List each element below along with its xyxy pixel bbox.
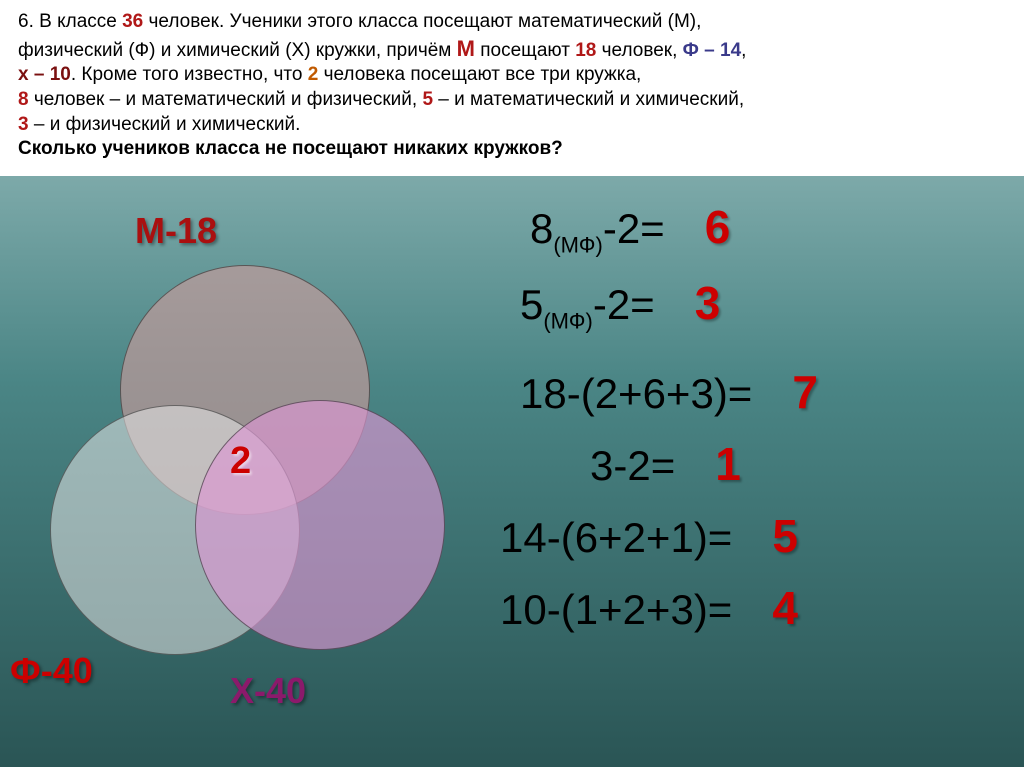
- venn-diagram: М-18 Ф-40 Х-40 2: [40, 230, 480, 730]
- num-3: 3: [18, 114, 29, 135]
- question: Сколько учеников класса не посещают ника…: [18, 137, 1006, 162]
- text: 6. В классе: [18, 11, 122, 32]
- equation-lhs: 10-(1+2+3)=: [500, 586, 732, 634]
- text: человек. Ученики этого класса посещают м…: [143, 11, 701, 32]
- equation-lhs: 18-(2+6+3)=: [520, 370, 752, 418]
- text: посещают: [475, 40, 575, 61]
- num-2: 2: [308, 64, 319, 85]
- text: физический (Ф) и химический (Х) кружки, …: [18, 40, 457, 61]
- num-8: 8: [18, 89, 29, 110]
- label-X: Х-40: [230, 670, 306, 712]
- X-10: х – 10: [18, 64, 71, 85]
- equation-lhs: 14-(6+2+1)=: [500, 514, 732, 562]
- label-M: М-18: [135, 210, 217, 252]
- num-36: 36: [122, 11, 143, 32]
- text: . Кроме того известно, что: [71, 64, 308, 85]
- equation-row: 8(МФ)-2= 6: [530, 200, 818, 258]
- equation-result: 7: [792, 365, 818, 419]
- equation-row: 14-(6+2+1)= 5: [500, 509, 818, 563]
- equation-row: 3-2= 1: [590, 437, 818, 491]
- equation-row: 18-(2+6+3)= 7: [520, 365, 818, 419]
- equation-result: 4: [772, 581, 798, 635]
- venn-center: 2: [230, 440, 251, 483]
- equation-result: 6: [705, 200, 731, 254]
- text: человека посещают все три кружка,: [318, 64, 641, 85]
- text: ,: [741, 40, 746, 61]
- F-14: Ф – 14: [683, 40, 741, 61]
- letter-M: М: [457, 36, 475, 61]
- equation-row: 5(МФ)-2= 3: [520, 276, 818, 334]
- equation-result: 5: [772, 509, 798, 563]
- equation-list: 8(МФ)-2= 6 5(МФ)-2= 3 18-(2+6+3)= 7 3-2= 1 14-(6…: [470, 200, 818, 653]
- equation-lhs: 5(МФ)-2=: [520, 281, 655, 334]
- equation-result: 3: [695, 276, 721, 330]
- text: – и физический и химический.: [29, 114, 301, 135]
- circle-X: [195, 400, 445, 650]
- equation-lhs: 3-2=: [590, 442, 675, 490]
- text: человек – и математический и физический,: [29, 89, 423, 110]
- num-5: 5: [422, 89, 433, 110]
- text: человек,: [596, 40, 682, 61]
- equation-lhs: 8(МФ)-2=: [530, 205, 665, 258]
- label-F: Ф-40: [10, 650, 93, 692]
- num-18: 18: [575, 40, 596, 61]
- equation-row: 10-(1+2+3)= 4: [500, 581, 818, 635]
- problem-statement: 6. В классе 36 человек. Ученики этого кл…: [0, 0, 1024, 176]
- equation-result: 1: [715, 437, 741, 491]
- text: – и математический и химический,: [433, 89, 744, 110]
